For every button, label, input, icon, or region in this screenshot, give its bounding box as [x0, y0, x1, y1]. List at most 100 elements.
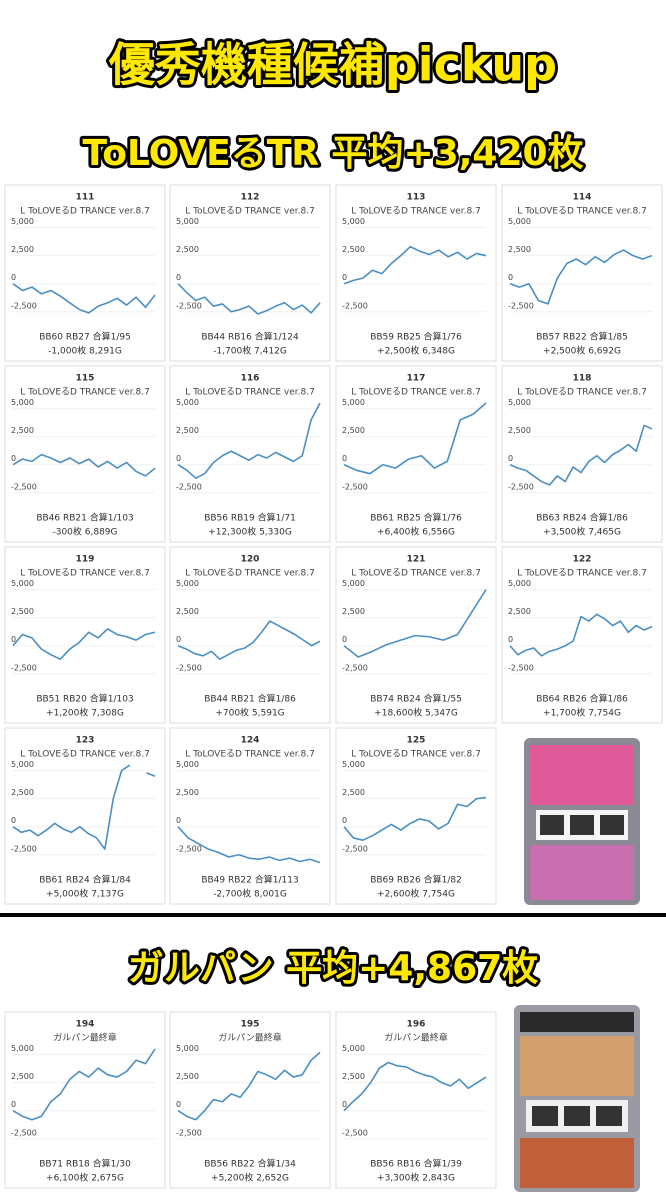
- machine-image: [524, 738, 640, 905]
- main-title: 優秀機種候補pickup: [108, 38, 557, 92]
- y-tick-label: 5,000: [342, 760, 365, 769]
- card: [335, 727, 497, 905]
- y-tick-label: 2,500: [176, 1072, 199, 1081]
- line: [12, 764, 131, 850]
- y-tick-label: 2,500: [508, 607, 531, 616]
- y-tick-label: 0: [176, 454, 181, 463]
- card: [169, 546, 331, 724]
- chart-title: 111: [76, 193, 95, 203]
- chart-subtitle: L ToLOVEるD TRANCE ver.8.7: [517, 568, 647, 579]
- y-tick-label: 2,500: [342, 607, 365, 616]
- y-tick-label: -2,500: [11, 301, 37, 310]
- chart-stats: BB56 RB16 合算1/39: [370, 1158, 462, 1170]
- y-tick-label: 5,000: [176, 1044, 199, 1053]
- chart-subtitle: L ToLOVEるD TRANCE ver.8.7: [351, 206, 481, 217]
- card: [501, 546, 663, 724]
- y-tick-label: -2,500: [342, 301, 368, 310]
- y-tick-label: 2,500: [11, 426, 34, 435]
- chart-subtitle: ガルパン最終章: [218, 1032, 281, 1044]
- y-tick-label: -2,500: [176, 663, 202, 672]
- chart-card: 196 ガルパン最終章 5,000 2,500 0 -2,500 BB56 RB16 合算1…: [335, 1011, 497, 1189]
- y-tick-label: -2,500: [342, 663, 368, 672]
- chart-title: 115: [76, 374, 95, 384]
- y-tick-label: 0: [342, 816, 347, 825]
- chart-card: 122 L ToLOVEるD TRANCE ver.8.75,000 2,500 0 -…: [501, 546, 663, 724]
- chart-stats: BB46 RB21 合算1/103: [36, 512, 133, 524]
- card: [335, 365, 497, 543]
- chart-card: 120 L ToLOVEるD TRANCE ver.8.75,000 2,500 0 -…: [169, 546, 331, 724]
- chart-stats: BB44 RB16 合算1/124: [201, 331, 299, 343]
- chart-title: 124: [241, 736, 260, 746]
- y-tick-label: 0: [176, 273, 181, 282]
- y-tick-label: 0: [342, 273, 347, 282]
- chart-stats: +5,000枚 7,137G: [46, 888, 124, 900]
- y-tick-label: 2,500: [342, 426, 365, 435]
- chart-stats: BB56 RB19 合算1/71: [204, 512, 296, 524]
- chart-card: 119 L ToLOVEるD TRANCE ver.8.75,000 2,500 0 -…: [4, 546, 166, 724]
- chart-stats: -1,700枚 7,412G: [213, 345, 287, 357]
- chart-card: 194 ガルパン最終章 5,000 2,500 0 -2,500 BB71 RB18 合算1…: [4, 1011, 166, 1189]
- y-tick-label: 0: [11, 454, 16, 463]
- chart-stats: BB60 RB27 合算1/95: [39, 331, 131, 343]
- chart-subtitle: ガルパン最終章: [384, 1032, 447, 1044]
- chart-title: 122: [573, 555, 592, 565]
- chart-stats: BB61 RB25 合算1/76: [370, 512, 462, 524]
- y-tick-label: 5,000: [11, 1044, 34, 1053]
- y-tick-label: 2,500: [176, 426, 199, 435]
- chart-stats: BB56 RB22 合算1/34: [204, 1158, 296, 1170]
- chart-title: 125: [407, 736, 426, 746]
- y-tick-label: 0: [508, 635, 513, 644]
- y-tick-label: 0: [11, 273, 16, 282]
- chart-subtitle: L ToLOVEるD TRANCE ver.8.7: [20, 568, 150, 579]
- y-tick-label: 5,000: [342, 1044, 365, 1053]
- line: [177, 826, 321, 864]
- y-tick-label: 2,500: [11, 788, 34, 797]
- y-tick-label: 2,500: [176, 788, 199, 797]
- y-tick-label: 0: [508, 454, 513, 463]
- y-tick-label: 5,000: [11, 760, 34, 769]
- chart-title: 194: [76, 1020, 95, 1030]
- y-tick-label: -2,500: [11, 482, 37, 491]
- chart-subtitle: L ToLOVEるD TRANCE ver.8.7: [185, 387, 315, 398]
- chart-stats: BB69 RB26 合算1/82: [370, 874, 462, 886]
- chart-subtitle: L ToLOVEるD TRANCE ver.8.7: [185, 568, 315, 579]
- y-tick-label: 5,000: [11, 217, 34, 226]
- chart-stats: +5,200枚 2,652G: [211, 1172, 289, 1184]
- chart-stats: BB51 RB20 合算1/103: [36, 693, 133, 705]
- y-tick-label: 0: [176, 635, 181, 644]
- y-tick-label: 2,500: [342, 245, 365, 254]
- chart-stats: +6,400枚 6,556G: [377, 526, 455, 538]
- y-tick-label: 0: [11, 816, 16, 825]
- y-tick-label: 2,500: [342, 788, 365, 797]
- chart-subtitle: L ToLOVEるD TRANCE ver.8.7: [185, 206, 315, 217]
- chart-stats: BB44 RB21 合算1/86: [204, 693, 296, 705]
- chart-title: 121: [407, 555, 426, 565]
- y-tick-label: -2,500: [11, 844, 37, 853]
- y-tick-label: 2,500: [342, 1072, 365, 1081]
- y-tick-label: 2,500: [11, 245, 34, 254]
- section-title: ガルパン 平均+4,867枚: [128, 948, 538, 989]
- y-tick-label: 5,000: [342, 398, 365, 407]
- card: [169, 184, 331, 362]
- chart-title: 195: [241, 1020, 260, 1030]
- chart-stats: +3,300枚 2,843G: [377, 1172, 455, 1184]
- y-tick-label: 2,500: [11, 607, 34, 616]
- y-tick-label: 5,000: [176, 579, 199, 588]
- card: [169, 1011, 331, 1189]
- chart-stats: +2,600枚 7,754G: [377, 888, 455, 900]
- chart-title: 118: [573, 374, 592, 384]
- chart-subtitle: L ToLOVEるD TRANCE ver.8.7: [20, 206, 150, 217]
- chart-stats: BB63 RB24 合算1/86: [536, 512, 628, 524]
- y-tick-label: 2,500: [176, 607, 199, 616]
- chart-title: 120: [241, 555, 260, 565]
- line: [177, 1051, 321, 1121]
- chart-title: 196: [407, 1020, 426, 1030]
- chart-stats: +12,300枚 5,330G: [208, 526, 292, 538]
- card: [4, 184, 166, 362]
- chart-stats: BB59 RB25 合算1/76: [370, 331, 462, 343]
- y-tick-label: -2,500: [176, 301, 202, 310]
- line: [177, 283, 321, 315]
- y-tick-label: -2,500: [342, 844, 368, 853]
- line: [177, 620, 321, 660]
- y-tick-label: 0: [176, 816, 181, 825]
